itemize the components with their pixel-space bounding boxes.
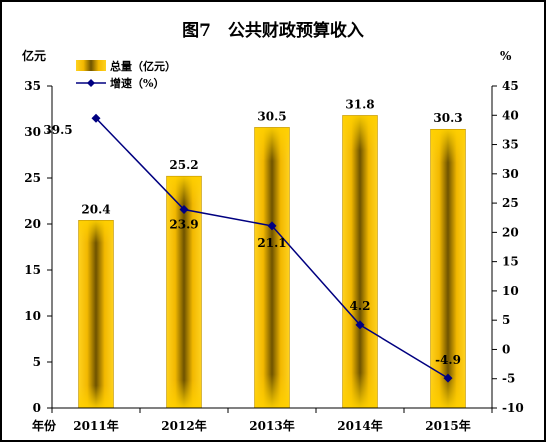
left-tick-label: 20 bbox=[24, 217, 41, 231]
axes-layer: 0 5 10 15 20 25 30 35 -10 -5 0 5 10 15 20 25 30 35 40 45 201… bbox=[24, 79, 523, 433]
growth-value-label: 21.1 bbox=[257, 236, 286, 250]
left-tick-label: 5 bbox=[33, 355, 41, 369]
right-tick-label: 20 bbox=[502, 225, 519, 239]
growth-point-1 bbox=[91, 113, 101, 123]
x-axis-label: 年份 bbox=[32, 418, 57, 433]
right-tick-label: 30 bbox=[502, 167, 519, 181]
left-tick-label: 15 bbox=[24, 263, 41, 277]
right-tick-label: -5 bbox=[502, 372, 515, 386]
legend-bar-swatch bbox=[76, 60, 106, 71]
left-tick-label: 30 bbox=[24, 125, 41, 139]
left-axis-unit: 亿元 bbox=[22, 48, 46, 63]
bar-value-label: 31.8 bbox=[345, 97, 374, 111]
growth-value-label: 23.9 bbox=[169, 218, 198, 232]
left-tick-label: 0 bbox=[33, 401, 41, 415]
right-tick-label: 35 bbox=[502, 138, 519, 152]
x-tick-label: 2013年 bbox=[249, 418, 294, 433]
growth-point-5 bbox=[443, 373, 453, 383]
x-tick-label: 2015年 bbox=[425, 418, 470, 433]
legend-line-label: 增速（%） bbox=[110, 76, 164, 90]
right-tick-label: 0 bbox=[502, 342, 510, 356]
legend: 总量（亿元） 增速（%） bbox=[76, 59, 176, 90]
right-tick-label: -10 bbox=[502, 401, 524, 415]
legend-bar-label: 总量（亿元） bbox=[110, 59, 176, 73]
bar-shade-2 bbox=[166, 176, 202, 408]
bar-value-label: 20.4 bbox=[81, 202, 110, 216]
right-tick-label: 15 bbox=[502, 255, 519, 269]
left-tick-label: 25 bbox=[24, 171, 41, 185]
labels-layer: 20.4 25.2 30.5 31.8 30.3 39.5 23.9 21.1 4.2 -4.9 bbox=[43, 97, 462, 367]
left-tick-label: 35 bbox=[24, 79, 41, 93]
bar-value-label: 25.2 bbox=[169, 158, 198, 172]
right-tick-label: 5 bbox=[502, 313, 510, 327]
growth-value-label: 39.5 bbox=[43, 123, 72, 137]
growth-point-2 bbox=[179, 205, 189, 215]
right-axis-unit: % bbox=[500, 49, 512, 63]
bars-layer bbox=[78, 115, 466, 409]
bar-shade-3 bbox=[254, 127, 290, 409]
right-tick-label: 25 bbox=[502, 196, 519, 210]
bar-value-label: 30.5 bbox=[257, 109, 286, 123]
right-tick-label: 10 bbox=[502, 284, 519, 298]
x-tick-label: 2011年 bbox=[73, 418, 118, 433]
growth-value-label: -4.9 bbox=[435, 353, 461, 367]
x-tick-label: 2014年 bbox=[337, 418, 382, 433]
chart-title: 图7 公共财政预算收入 bbox=[182, 20, 364, 41]
legend-line-marker bbox=[87, 79, 95, 87]
x-tick-label: 2012年 bbox=[161, 418, 206, 433]
growth-point-4 bbox=[355, 320, 365, 330]
bar-value-label: 30.3 bbox=[433, 111, 462, 125]
bar-shade-1 bbox=[78, 220, 114, 408]
left-tick-label: 10 bbox=[24, 309, 41, 323]
growth-point-3 bbox=[267, 221, 277, 231]
bar-shade-4 bbox=[342, 115, 378, 408]
right-tick-label: 40 bbox=[502, 108, 519, 122]
right-tick-label: 45 bbox=[502, 79, 519, 93]
bar-shade-5 bbox=[430, 129, 466, 409]
line-layer bbox=[91, 113, 453, 383]
growth-value-label: 4.2 bbox=[350, 299, 371, 313]
